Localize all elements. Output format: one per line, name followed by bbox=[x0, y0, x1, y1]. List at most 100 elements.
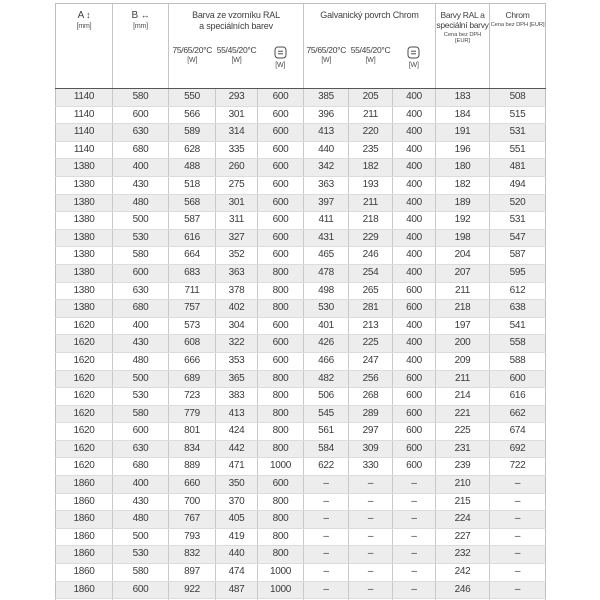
cell: 198 bbox=[435, 229, 491, 248]
cell: 600 bbox=[257, 123, 305, 142]
table-row: 1380 500 587 311 600 411 218 400 192 531 bbox=[55, 211, 546, 230]
cell: 350 bbox=[215, 475, 258, 494]
cell: 589 bbox=[168, 123, 216, 142]
cell: 191 bbox=[435, 123, 491, 142]
cell: 1380 bbox=[55, 176, 113, 195]
cell: 400 bbox=[392, 158, 437, 177]
cell: 1860 bbox=[55, 528, 113, 547]
cell: 297 bbox=[348, 422, 394, 441]
cell: 1620 bbox=[55, 317, 113, 336]
cell: 246 bbox=[348, 246, 394, 265]
cell: 239 bbox=[435, 457, 491, 477]
cell: – bbox=[489, 493, 546, 512]
cell: 662 bbox=[489, 405, 546, 424]
cell: 229 bbox=[348, 229, 394, 248]
cell: 498 bbox=[303, 282, 350, 301]
cell: – bbox=[489, 581, 546, 600]
cell: 600 bbox=[112, 106, 169, 125]
cell: 508 bbox=[489, 88, 546, 107]
cell: 608 bbox=[168, 334, 216, 353]
cell: 196 bbox=[435, 141, 491, 160]
subcol-chrom-electric: [W] bbox=[392, 40, 437, 89]
cell: 1860 bbox=[55, 598, 113, 600]
cell: 600 bbox=[392, 422, 437, 441]
cell: 800 bbox=[257, 422, 305, 441]
cell: 311 bbox=[215, 211, 258, 230]
cell: 1140 bbox=[55, 141, 113, 160]
cell: – bbox=[303, 598, 350, 600]
cell: 301 bbox=[215, 106, 258, 125]
table-row: 1620 430 608 322 600 426 225 400 200 558 bbox=[55, 334, 546, 353]
cell: 400 bbox=[392, 229, 437, 248]
cell: 293 bbox=[215, 88, 258, 107]
cell: – bbox=[392, 598, 437, 600]
cell: 600 bbox=[392, 387, 437, 406]
cell: 225 bbox=[435, 422, 491, 441]
cell: 301 bbox=[215, 194, 258, 213]
cell: – bbox=[348, 563, 394, 582]
cell: 192 bbox=[435, 211, 491, 230]
cell: 580 bbox=[112, 405, 169, 424]
cell: 182 bbox=[435, 176, 491, 195]
cell: 683 bbox=[168, 264, 216, 283]
cell: 400 bbox=[392, 317, 437, 336]
cell: 800 bbox=[257, 370, 305, 389]
table-row: 1380 480 568 301 600 397 211 400 189 520 bbox=[55, 194, 546, 213]
cell: 1620 bbox=[55, 457, 113, 477]
cell: – bbox=[392, 563, 437, 582]
cell: – bbox=[303, 493, 350, 512]
cell: 352 bbox=[215, 246, 258, 265]
cell: 600 bbox=[257, 475, 305, 494]
cell: 401 bbox=[303, 317, 350, 336]
table-header: A ↕ [mm] B ↔ [mm] Barva ze vzorníku RAL … bbox=[55, 3, 546, 89]
group-header-ral-colors: Barva ze vzorníku RAL a speciálních bare… bbox=[168, 3, 305, 40]
cell: 314 bbox=[215, 123, 258, 142]
cell: 400 bbox=[112, 475, 169, 494]
col-b-unit: [mm] bbox=[133, 23, 148, 30]
cell: 242 bbox=[435, 563, 491, 582]
cell: 1620 bbox=[55, 440, 113, 459]
cell: 630 bbox=[112, 440, 169, 459]
cell: 400 bbox=[392, 194, 437, 213]
cell: 800 bbox=[257, 545, 305, 565]
cell: 304 bbox=[215, 317, 258, 336]
cell: 600 bbox=[392, 405, 437, 424]
cell: – bbox=[303, 545, 350, 565]
cell: 251 bbox=[435, 598, 491, 600]
table-row: 1620 680 889 471 1000 622 330 600 239 722 bbox=[55, 457, 546, 477]
cell: 558 bbox=[489, 334, 546, 353]
cell: 530 bbox=[112, 387, 169, 406]
table-row: 1620 580 779 413 800 545 289 600 221 662 bbox=[55, 405, 546, 424]
cell: 365 bbox=[215, 370, 258, 389]
cell: 214 bbox=[435, 387, 491, 406]
cell: – bbox=[489, 510, 546, 529]
cell: 500 bbox=[112, 211, 169, 230]
cell: 689 bbox=[168, 370, 216, 389]
table-row: 1620 530 723 383 800 506 268 600 214 616 bbox=[55, 387, 546, 406]
cell: 1620 bbox=[55, 405, 113, 424]
cell: – bbox=[348, 510, 394, 529]
cell: 442 bbox=[215, 440, 258, 459]
col-header-price-ral: Barvy RAL a speciální barvy Cena bez DPH… bbox=[435, 3, 491, 89]
cell: 211 bbox=[435, 370, 491, 389]
cell: – bbox=[303, 581, 350, 600]
table-row: 1860 530 832 440 800– – –232– bbox=[55, 545, 546, 565]
cell: – bbox=[392, 510, 437, 529]
cell: 207 bbox=[435, 264, 491, 283]
cell: 680 bbox=[112, 141, 169, 160]
table-row: 1860 580 897 474 1000– – –242– bbox=[55, 563, 546, 582]
cell: 281 bbox=[348, 299, 394, 318]
cell: – bbox=[303, 563, 350, 582]
cell: 595 bbox=[489, 264, 546, 283]
cell: 561 bbox=[303, 422, 350, 441]
cell: 600 bbox=[257, 334, 305, 353]
group-ral-line2: a speciálních barev bbox=[199, 21, 273, 31]
cell: 600 bbox=[257, 194, 305, 213]
cell: – bbox=[348, 493, 394, 512]
table-row: 1860 400 660 350 600– – –210– bbox=[55, 475, 546, 494]
cell: 1380 bbox=[55, 299, 113, 318]
table-row: 1380 680 757 402 800 530 281 600 218 638 bbox=[55, 299, 546, 318]
cell: 507 bbox=[215, 598, 258, 600]
cell: 400 bbox=[392, 123, 437, 142]
cell: 506 bbox=[303, 387, 350, 406]
